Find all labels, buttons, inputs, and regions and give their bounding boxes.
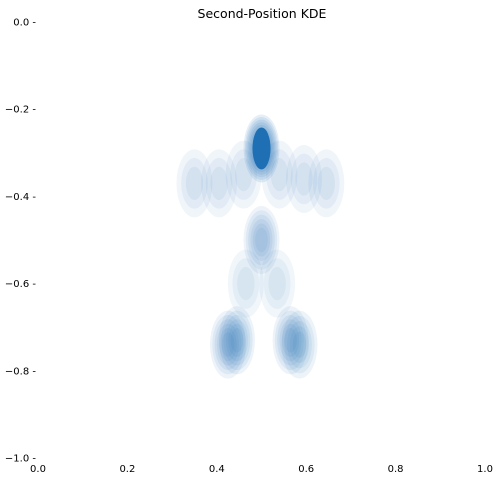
density-peak <box>261 140 298 209</box>
y-tick-label: −0.4 - <box>5 192 36 203</box>
x-axis-ticks: 0.0 0.2 0.4 0.6 0.8 1.0 <box>30 464 493 475</box>
density-contour <box>234 157 253 192</box>
density-contour <box>221 310 253 370</box>
density-contour <box>255 227 268 253</box>
density-contour <box>281 323 300 357</box>
y-tick-label: −0.2 - <box>5 105 36 116</box>
density-contour <box>250 219 273 261</box>
density-contour <box>218 306 255 375</box>
density-contour <box>289 326 310 364</box>
density-contour <box>317 166 335 200</box>
density-contour <box>284 327 297 353</box>
density-contour <box>308 149 345 218</box>
density-contour <box>223 314 251 366</box>
x-tick-label: 0.6 <box>298 464 314 475</box>
density-contour <box>209 310 246 379</box>
density-contour <box>230 327 244 353</box>
density-contour <box>214 319 242 370</box>
density-contour <box>181 157 208 209</box>
density-peak <box>201 149 238 218</box>
density-contour <box>290 153 318 205</box>
x-tick-label: 0.4 <box>209 464 225 475</box>
density-peak <box>209 310 246 379</box>
density-contour <box>292 331 307 358</box>
density-contour <box>225 140 262 209</box>
x-tick-label: 0.2 <box>119 464 135 475</box>
density-contours <box>176 114 345 379</box>
chart-title: Second-Position KDE <box>198 6 327 21</box>
density-contour <box>227 249 264 318</box>
density-contour <box>287 321 312 369</box>
density-contour <box>216 323 239 366</box>
density-contour <box>212 314 244 375</box>
density-contour <box>248 214 275 266</box>
density-peak <box>243 206 280 274</box>
density-contour <box>285 144 322 213</box>
density-contour <box>237 266 255 301</box>
density-contour <box>295 162 313 196</box>
density-core <box>252 127 271 170</box>
density-contour <box>312 157 340 209</box>
density-contour <box>281 310 318 379</box>
density-peak <box>308 149 345 218</box>
density-contour <box>268 266 286 301</box>
density-contour <box>245 210 278 270</box>
y-tick-label: −0.6 - <box>5 279 36 290</box>
x-tick-label: 1.0 <box>477 464 493 475</box>
y-tick-label: 0.0 - <box>13 18 36 29</box>
density-contour <box>266 149 293 200</box>
density-peak <box>259 249 296 318</box>
density-contour <box>279 319 302 362</box>
density-peak <box>218 306 255 375</box>
density-peak <box>272 306 309 375</box>
density-peak <box>225 140 262 209</box>
y-tick-label: −1.0 - <box>5 454 36 465</box>
density-contour <box>259 249 296 318</box>
density-contour <box>225 319 248 362</box>
density-contour <box>210 166 228 200</box>
y-axis-ticks: 0.0 - −0.2 - −0.4 - −0.6 - −0.8 - −1.0 - <box>5 18 36 465</box>
density-contour <box>274 310 307 370</box>
density-contour <box>263 258 291 309</box>
density-contour <box>230 149 257 200</box>
x-tick-label: 0.8 <box>388 464 404 475</box>
density-contour <box>219 327 237 362</box>
density-contour <box>176 149 213 218</box>
density-peak <box>281 310 318 379</box>
density-contour <box>243 206 280 274</box>
density-contour <box>205 157 233 209</box>
density-contour <box>277 314 304 366</box>
density-peak <box>176 149 213 218</box>
density-contour <box>252 223 271 257</box>
density-contour <box>284 315 315 374</box>
density-contour <box>270 157 289 192</box>
density-contour <box>232 258 260 309</box>
density-peak <box>227 249 264 318</box>
density-contour <box>201 149 238 218</box>
density-contour <box>228 323 246 357</box>
density-contour <box>185 166 204 200</box>
y-tick-label: −0.8 - <box>5 366 36 377</box>
density-contour <box>221 332 235 357</box>
density-contour <box>261 140 298 209</box>
density-contour <box>272 306 309 375</box>
density-peak <box>285 144 322 213</box>
x-tick-label: 0.0 <box>30 464 46 475</box>
